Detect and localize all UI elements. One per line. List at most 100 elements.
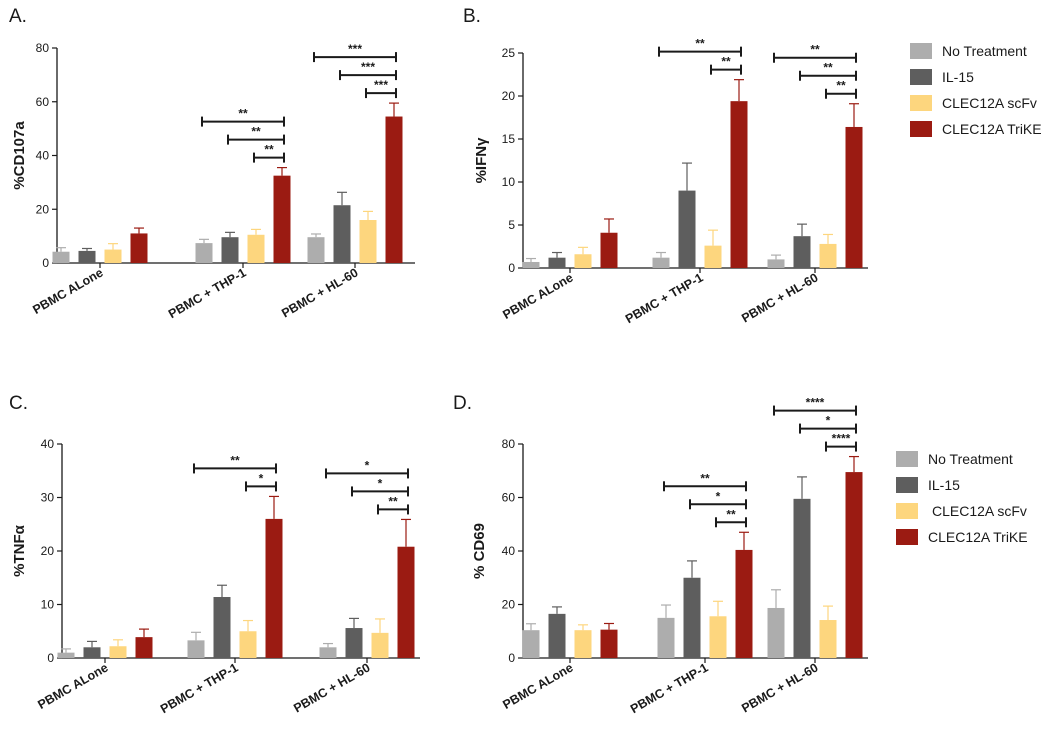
significance-label: ** bbox=[388, 494, 398, 508]
y-tick-label: 20 bbox=[502, 598, 516, 612]
significance-label: ** bbox=[238, 107, 248, 121]
significance-label: ** bbox=[721, 55, 731, 69]
bar bbox=[265, 518, 283, 658]
legend-swatch-trike bbox=[910, 121, 932, 137]
significance-label: * bbox=[716, 489, 721, 503]
significance-label: *** bbox=[374, 78, 388, 92]
bar bbox=[652, 257, 670, 268]
x-category-label: PBMC ALone bbox=[500, 270, 575, 321]
y-tick-label: 80 bbox=[502, 437, 516, 451]
legend-label-no-treatment: No Treatment bbox=[928, 451, 1013, 467]
y-axis-label: %CD107a bbox=[11, 121, 28, 190]
bar bbox=[83, 647, 101, 658]
significance-label: **** bbox=[806, 396, 825, 410]
y-tick-label: 5 bbox=[508, 218, 515, 232]
y-tick-label: 40 bbox=[502, 544, 516, 558]
y-tick-label: 80 bbox=[36, 41, 50, 55]
legend-label-trike: CLEC12A TriKE bbox=[942, 121, 1042, 137]
bar bbox=[359, 220, 377, 263]
bar bbox=[221, 237, 239, 263]
bar bbox=[657, 617, 675, 658]
x-category-label: PBMC + HL-60 bbox=[739, 660, 820, 715]
bar bbox=[130, 233, 148, 263]
bar bbox=[52, 251, 70, 263]
x-category-label: PBMC + THP-1 bbox=[166, 265, 249, 321]
significance-label: * bbox=[378, 476, 383, 490]
bar bbox=[135, 637, 153, 658]
bar bbox=[273, 175, 291, 263]
x-category-label: PBMC ALone bbox=[500, 660, 575, 711]
bar bbox=[845, 472, 863, 658]
y-tick-label: 20 bbox=[41, 544, 55, 558]
significance-label: ** bbox=[251, 125, 261, 139]
y-tick-label: 15 bbox=[502, 132, 516, 146]
bar bbox=[522, 630, 540, 658]
bar bbox=[730, 101, 748, 268]
x-category-label: PBMC + HL-60 bbox=[739, 270, 820, 325]
bar bbox=[767, 607, 785, 658]
bar bbox=[371, 632, 389, 658]
bar bbox=[735, 549, 753, 658]
significance-label: * bbox=[259, 471, 264, 485]
legend-swatch-no-treatment bbox=[910, 43, 932, 59]
x-category-label: PBMC ALone bbox=[30, 265, 105, 316]
bar bbox=[683, 577, 701, 658]
bar bbox=[600, 232, 618, 268]
x-category-label: PBMC + HL-60 bbox=[279, 265, 360, 320]
bar bbox=[345, 628, 363, 658]
y-tick-label: 30 bbox=[41, 491, 55, 505]
x-category-label: PBMC + THP-1 bbox=[158, 660, 241, 716]
x-category-label: PBMC ALone bbox=[35, 660, 110, 711]
legend-label-trike: CLEC12A TriKE bbox=[928, 529, 1028, 545]
legend-swatch-trike bbox=[896, 529, 918, 545]
bar bbox=[574, 630, 592, 658]
panel-d-cd69: D. 0 20 40 60 80 % CD69 PBMC ALone PBMC + THP-1 P… bbox=[453, 393, 868, 716]
significance-label: *** bbox=[348, 42, 362, 56]
y-axis-label: %IFNγ bbox=[473, 137, 490, 184]
y-tick-label: 10 bbox=[41, 598, 55, 612]
y-tick-label: 0 bbox=[42, 256, 49, 270]
panel-letter: A. bbox=[9, 6, 27, 27]
y-tick-label: 20 bbox=[502, 89, 516, 103]
legend-label-scfv: CLEC12A scFv bbox=[942, 95, 1037, 111]
bar bbox=[600, 629, 618, 658]
legend-bottom: No Treatment IL-15 CLEC12A scFv CLEC12A … bbox=[896, 451, 1028, 545]
legend-label-no-treatment: No Treatment bbox=[942, 43, 1027, 59]
significance-label: ** bbox=[726, 507, 736, 521]
bar bbox=[704, 245, 722, 268]
bar bbox=[574, 254, 592, 268]
bar bbox=[709, 616, 727, 658]
panel-c-tnfa: C. 0 10 20 30 40 %TNFα PBMC ALone PBMC + THP-1 PB… bbox=[9, 393, 420, 716]
bar bbox=[819, 620, 837, 658]
y-axis-label: % CD69 bbox=[471, 523, 488, 579]
bar bbox=[239, 631, 257, 658]
legend-label-il15: IL-15 bbox=[942, 69, 974, 85]
bar bbox=[767, 259, 785, 268]
x-category-label: PBMC + THP-1 bbox=[628, 660, 711, 716]
bar bbox=[678, 190, 696, 268]
significance-label: ** bbox=[810, 43, 820, 57]
y-tick-label: 40 bbox=[36, 149, 50, 163]
legend-top: No Treatment IL-15 CLEC12A scFv CLEC12A … bbox=[910, 43, 1042, 137]
y-axis-label: %TNFα bbox=[11, 524, 28, 576]
legend-swatch-scfv bbox=[910, 95, 932, 111]
legend-label-scfv: CLEC12A scFv bbox=[932, 503, 1027, 519]
x-category-label: PBMC + THP-1 bbox=[623, 270, 706, 326]
significance-label: ** bbox=[836, 79, 846, 93]
legend-swatch-scfv bbox=[896, 503, 918, 519]
legend-swatch-il15 bbox=[910, 69, 932, 85]
panel-letter: B. bbox=[463, 6, 481, 27]
bar bbox=[793, 498, 811, 658]
y-tick-label: 60 bbox=[36, 95, 50, 109]
bar bbox=[397, 546, 415, 658]
bar bbox=[104, 249, 122, 263]
panel-letter: D. bbox=[453, 393, 472, 414]
x-category-label: PBMC + HL-60 bbox=[291, 660, 372, 715]
y-tick-label: 0 bbox=[508, 261, 515, 275]
y-tick-label: 10 bbox=[502, 175, 516, 189]
significance-label: **** bbox=[832, 432, 851, 446]
significance-label: * bbox=[365, 458, 370, 472]
bar bbox=[385, 116, 403, 263]
y-tick-label: 60 bbox=[502, 491, 516, 505]
